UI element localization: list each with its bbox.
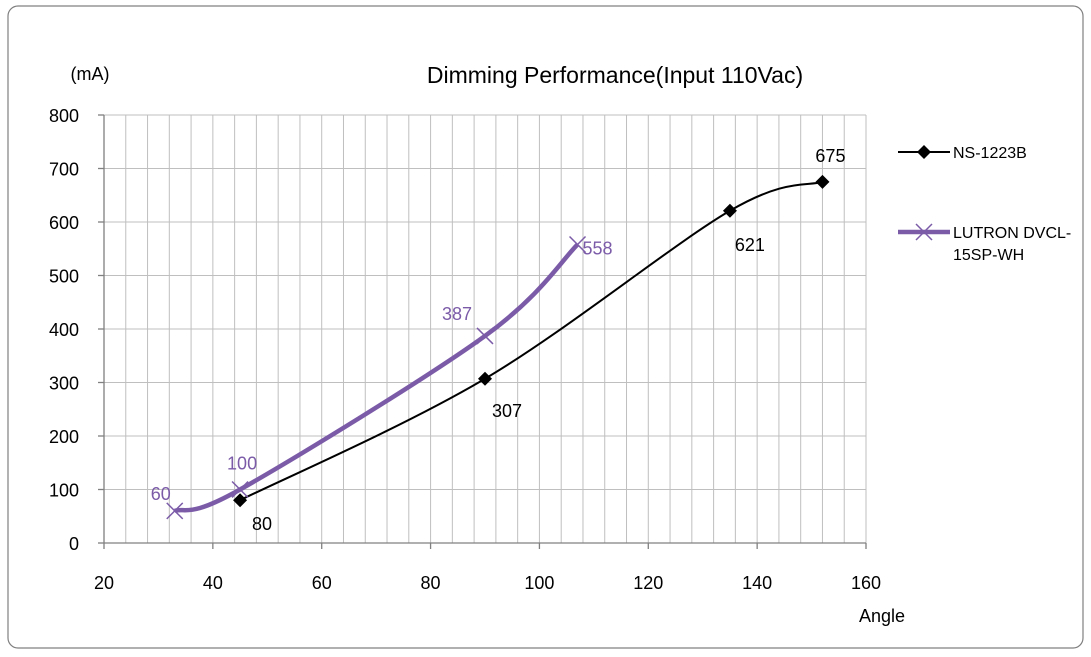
x-marker (231, 480, 249, 499)
x-tick-label: 140 (742, 573, 772, 593)
diamond-marker (478, 371, 492, 386)
x-tick-label: 120 (633, 573, 663, 593)
x-marker-stroke (915, 223, 933, 241)
data-label: 307 (492, 401, 522, 421)
x-tick-label: 60 (312, 573, 332, 593)
diamond-marker (722, 203, 737, 218)
x-marker-stroke (166, 502, 184, 520)
y-tick-label: 600 (49, 213, 79, 233)
diamond-marker (233, 493, 248, 508)
legend-layer: NS-1223B LUTRON DVCL- 15SP-WH (898, 145, 1071, 264)
chart-border (7, 5, 1084, 649)
data-label: 558 (583, 238, 613, 258)
y-axis-unit-label: (mA) (71, 64, 110, 84)
x-tick-label: 100 (524, 573, 554, 593)
x-marker-stroke (568, 235, 587, 254)
x-marker (476, 327, 494, 345)
x-tick-label: 20 (94, 573, 114, 593)
data-label: 621 (735, 235, 765, 255)
x-marker-stroke (231, 480, 249, 499)
y-tick-label: 200 (49, 427, 79, 447)
x-tick-label: 160 (851, 573, 881, 593)
x-marker-stroke (476, 327, 494, 345)
legend-label: 15SP-WH (953, 247, 1024, 264)
data-label: 80 (252, 514, 272, 534)
label-layer: 80 307 621 675 60 100 387 558 (151, 146, 846, 534)
series-layer (166, 174, 830, 520)
y-tick-label: 400 (49, 320, 79, 340)
y-tick-label: 500 (49, 267, 79, 287)
diamond-marker (917, 145, 931, 159)
series-line-ns-1223b (239, 180, 823, 502)
y-tick-label: 300 (49, 374, 79, 394)
y-tick-label: 800 (49, 106, 79, 126)
series-line-lutron (174, 242, 580, 514)
x-tick-label: 40 (203, 573, 223, 593)
legend-label: NS-1223B (953, 145, 1027, 162)
y-tick-label: 100 (49, 481, 79, 501)
data-label: 100 (227, 454, 257, 474)
x-axis-title: Angle (859, 606, 905, 626)
chart-title: Dimming Performance(Input 110Vac) (427, 62, 803, 88)
grid-layer (104, 114, 867, 543)
y-tick-label: 700 (49, 160, 79, 180)
x-marker (915, 223, 933, 241)
axis-layer: 0 100 200 300 400 500 600 700 800 20 40 60 80 100 120 1… (49, 106, 881, 593)
x-tick-label: 80 (421, 573, 441, 593)
legend-label: LUTRON DVCL- (953, 225, 1071, 242)
data-label: 387 (442, 304, 472, 324)
y-tick-label: 0 (69, 534, 79, 554)
diamond-marker (815, 174, 830, 189)
data-label: 675 (815, 146, 845, 166)
data-label: 60 (151, 484, 171, 504)
x-marker (166, 502, 184, 520)
x-marker (568, 235, 587, 254)
